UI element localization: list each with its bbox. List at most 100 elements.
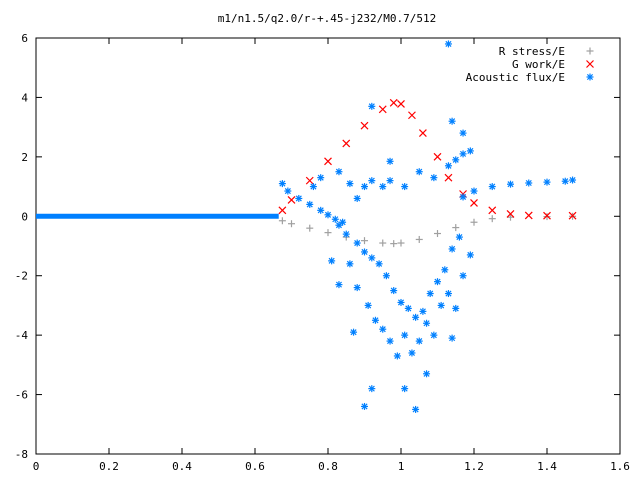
data-point: [415, 337, 423, 345]
y-tick-label: 6: [21, 32, 28, 45]
data-point: [278, 217, 286, 225]
data-point: [437, 301, 445, 309]
data-point: [386, 177, 394, 185]
data-point: [379, 183, 387, 191]
data-point: [306, 200, 314, 208]
data-point: [371, 316, 379, 324]
data-point: [543, 178, 551, 186]
data-point: [444, 40, 452, 48]
legend-marker: [586, 47, 594, 55]
data-point: [433, 152, 442, 161]
data-point: [470, 198, 478, 207]
data-point: [524, 211, 533, 220]
data-point: [415, 168, 423, 176]
axes: 0 0.2 0.4 0.6 0.8 1 1.2 1.4 1.6 -8 -6 -4 -2 0 2 4 6: [15, 32, 630, 473]
data-point: [305, 176, 314, 185]
data-point: [353, 194, 361, 202]
data-point: [404, 304, 412, 312]
data-point: [379, 239, 387, 247]
data-point: [368, 102, 376, 110]
data-point: [452, 224, 460, 232]
y-tick-label: -6: [15, 389, 28, 402]
x-tick-label: 0.8: [318, 460, 338, 473]
data-point: [434, 278, 441, 286]
data-point: [401, 183, 409, 191]
data-point: [361, 237, 368, 245]
data-point: [353, 239, 361, 247]
data-point: [397, 100, 405, 108]
data-point: [288, 220, 295, 228]
data-point: [368, 177, 376, 185]
x-tick-label: 0.6: [245, 460, 265, 473]
data-point: [342, 230, 350, 238]
data-point: [459, 150, 467, 158]
data-point: [360, 121, 369, 130]
data-point: [278, 180, 286, 188]
data-point: [525, 179, 533, 187]
data-point: [459, 193, 467, 201]
data-point: [448, 245, 456, 253]
y-tick-label: -8: [15, 448, 28, 461]
data-point: [389, 98, 398, 107]
data-point: [379, 325, 387, 333]
data-point: [452, 156, 460, 164]
data-point: [361, 183, 368, 191]
chart-title: m1/n1.5/q2.0/r-+.45-j232/M0.7/512: [218, 12, 437, 25]
data-point: [346, 260, 354, 268]
x-tick-label: 1.2: [464, 460, 484, 473]
legend-label: Acoustic flux/E: [466, 71, 565, 84]
x-tick-label: 0: [33, 460, 40, 473]
x-tick-label: 1.4: [537, 460, 557, 473]
data-point: [561, 177, 569, 185]
data-point: [408, 349, 416, 357]
data-point: [455, 233, 463, 241]
legend-label: G work/E: [512, 58, 565, 71]
data-point: [430, 331, 438, 339]
x-tick-label: 0.2: [99, 460, 119, 473]
y-tick-label: 0: [21, 210, 28, 223]
data-point: [375, 260, 383, 268]
data-point: [459, 129, 467, 137]
data-point: [368, 385, 376, 393]
data-point: [364, 301, 372, 309]
data-point: [386, 337, 394, 345]
data-point: [401, 331, 409, 339]
data-point: [423, 319, 431, 327]
legend-label: R stress/E: [499, 45, 565, 58]
series-1: [278, 98, 577, 220]
data-point: [335, 168, 343, 176]
data-point: [328, 257, 336, 265]
data-point: [448, 117, 456, 125]
y-tick-label: -4: [15, 329, 29, 342]
data-point: [444, 290, 452, 298]
data-point: [317, 174, 325, 182]
data-point: [401, 385, 409, 393]
series-0: [278, 212, 577, 248]
data-point: [470, 218, 478, 226]
data-point: [390, 240, 398, 248]
data-point: [507, 213, 514, 221]
data-point: [441, 266, 449, 274]
data-point: [324, 229, 332, 237]
legend-marker: [586, 73, 594, 81]
y-tick-label: 4: [21, 91, 28, 104]
plot-frame: [35, 37, 621, 455]
x-tick-label: 1: [398, 460, 405, 473]
data-point: [408, 111, 416, 120]
data-point: [543, 211, 551, 220]
series-2: [36, 40, 577, 413]
data-point: [331, 215, 339, 223]
data-point: [419, 307, 427, 315]
data-point: [287, 196, 296, 204]
data-point: [306, 224, 314, 232]
x-tick-label: 0.4: [172, 460, 192, 473]
data-point: [353, 284, 361, 292]
data-point: [378, 105, 387, 114]
x-tick-label: 1.6: [610, 460, 630, 473]
data-point: [488, 183, 496, 191]
data-point: [507, 180, 514, 188]
data-point: [295, 194, 303, 202]
data-point: [393, 352, 401, 360]
